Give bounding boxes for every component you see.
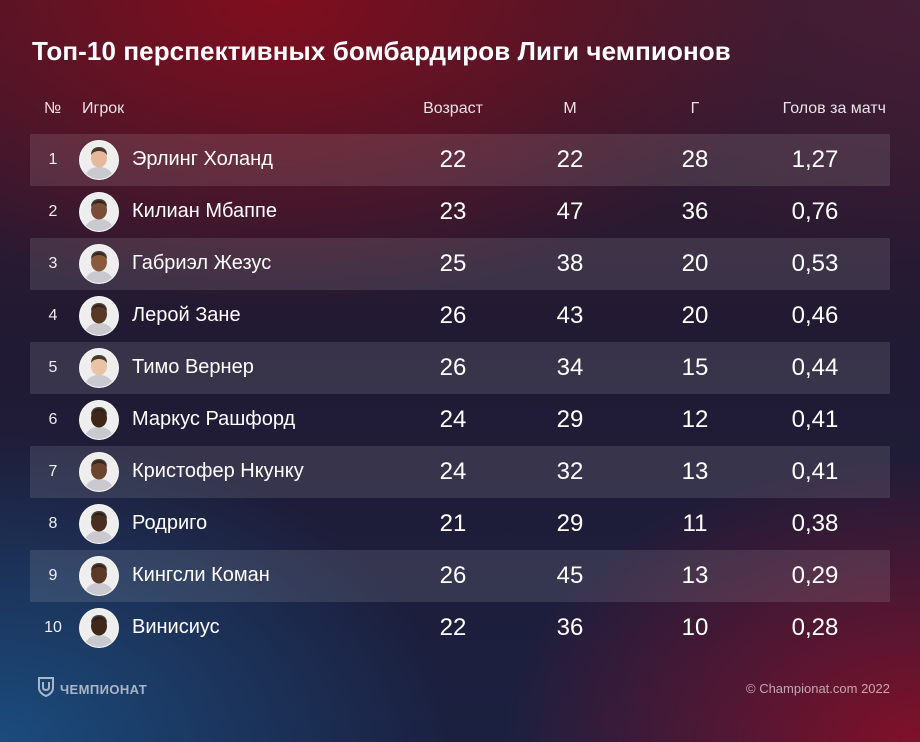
championat-logo-icon	[38, 676, 54, 702]
player-goals: 36	[681, 198, 709, 225]
player-age: 24	[439, 406, 467, 433]
player-matches: 34	[556, 354, 584, 381]
player-goals: 12	[681, 406, 709, 433]
table-body: 1 Эрлинг Холанд 22 22 28 1,27 2 Килиан М…	[30, 134, 890, 654]
player-goals: 10	[681, 614, 709, 641]
table-row: 2 Килиан Мбаппе 23 47 36 0,76	[30, 186, 890, 238]
player-photo-icon	[79, 296, 119, 336]
player-goals: 20	[681, 302, 709, 329]
player-photo-icon	[79, 556, 119, 596]
table-row: 5 Тимо Вернер 26 34 15 0,44	[30, 342, 890, 394]
player-goals: 13	[681, 562, 709, 589]
player-age: 24	[439, 458, 467, 485]
header-player: Игрок	[82, 100, 125, 117]
page-title: Топ-10 перспективных бомбардиров Лиги че…	[32, 36, 731, 66]
row-number: 3	[48, 255, 58, 272]
player-goals: 28	[681, 146, 709, 173]
player-name: Лерой Зане	[132, 304, 241, 326]
player-photo-icon	[79, 608, 119, 648]
player-matches: 36	[556, 614, 584, 641]
player-goals-per-match: 0,38	[791, 510, 839, 537]
player-goals-per-match: 0,76	[791, 198, 839, 225]
player-matches: 38	[556, 250, 584, 277]
table-row: 6 Маркус Рашфорд 24 29 12 0,41	[30, 394, 890, 446]
player-name: Эрлинг Холанд	[132, 148, 273, 170]
row-number: 8	[48, 515, 58, 532]
player-photo-icon	[79, 244, 119, 284]
copyright-text: © Championat.com 2022	[746, 681, 890, 696]
player-photo-icon	[79, 140, 119, 180]
player-matches: 29	[556, 406, 584, 433]
table-row: 4 Лерой Зане 26 43 20 0,46	[30, 290, 890, 342]
table-row: 9 Кингсли Коман 26 45 13 0,29	[30, 550, 890, 602]
player-age: 22	[439, 614, 467, 641]
player-name: Маркус Рашфорд	[132, 408, 296, 430]
player-matches: 45	[556, 562, 584, 589]
player-name: Кристофер Нкунку	[132, 460, 304, 482]
row-number: 2	[48, 203, 58, 220]
header-goals: Г	[690, 100, 700, 117]
header-age: Возраст	[423, 100, 483, 117]
header-goals-per-match: Голов за матч	[782, 100, 886, 117]
player-name: Винисиус	[132, 616, 220, 638]
player-name: Кингсли Коман	[132, 564, 270, 586]
row-number: 4	[48, 307, 58, 324]
player-age: 26	[439, 354, 467, 381]
player-photo-icon	[79, 452, 119, 492]
header-number: №	[44, 100, 62, 117]
player-goals: 20	[681, 250, 709, 277]
player-goals-per-match: 1,27	[791, 146, 839, 173]
player-photo-icon	[79, 348, 119, 388]
player-name: Габриэл Жезус	[132, 252, 272, 274]
row-number: 6	[48, 411, 58, 428]
championat-logo: ЧЕМПИОНАТ	[38, 676, 148, 702]
table-row: 8 Родриго 21 29 11 0,38	[30, 498, 890, 550]
table-row: 7 Кристофер Нкунку 24 32 13 0,41	[30, 446, 890, 498]
player-photo-icon	[79, 400, 119, 440]
player-goals-per-match: 0,53	[791, 250, 839, 277]
player-goals-per-match: 0,28	[791, 614, 839, 641]
player-name: Тимо Вернер	[132, 356, 254, 378]
player-name: Родриго	[132, 512, 208, 534]
player-matches: 47	[556, 198, 584, 225]
player-goals-per-match: 0,46	[791, 302, 839, 329]
player-age: 21	[439, 510, 467, 537]
row-number: 9	[48, 567, 58, 584]
player-goals: 11	[682, 510, 708, 537]
player-photo-icon	[79, 192, 119, 232]
player-matches: 32	[556, 458, 584, 485]
table-row: 10 Винисиус 22 36 10 0,28	[30, 602, 890, 654]
player-goals-per-match: 0,29	[791, 562, 839, 589]
player-matches: 43	[556, 302, 584, 329]
player-goals: 13	[681, 458, 709, 485]
player-age: 22	[439, 146, 467, 173]
player-age: 25	[439, 250, 467, 277]
table-row: 3 Габриэл Жезус 25 38 20 0,53	[30, 238, 890, 290]
player-age: 23	[439, 198, 467, 225]
player-matches: 22	[556, 146, 584, 173]
player-goals: 15	[681, 354, 709, 381]
row-number: 1	[48, 151, 58, 168]
player-matches: 29	[556, 510, 584, 537]
logo-text: ЧЕМПИОНАТ	[60, 681, 148, 697]
row-number: 10	[44, 619, 62, 636]
player-goals-per-match: 0,41	[791, 458, 839, 485]
table-header: № Игрок Возраст М Г Голов за матч	[30, 98, 890, 120]
header-matches: М	[563, 100, 577, 117]
player-goals-per-match: 0,44	[791, 354, 839, 381]
player-age: 26	[439, 562, 467, 589]
player-name: Килиан Мбаппе	[132, 200, 277, 222]
row-number: 7	[48, 463, 58, 480]
row-number: 5	[48, 359, 58, 376]
table-row: 1 Эрлинг Холанд 22 22 28 1,27	[30, 134, 890, 186]
player-age: 26	[439, 302, 467, 329]
player-goals-per-match: 0,41	[791, 406, 839, 433]
player-photo-icon	[79, 504, 119, 544]
